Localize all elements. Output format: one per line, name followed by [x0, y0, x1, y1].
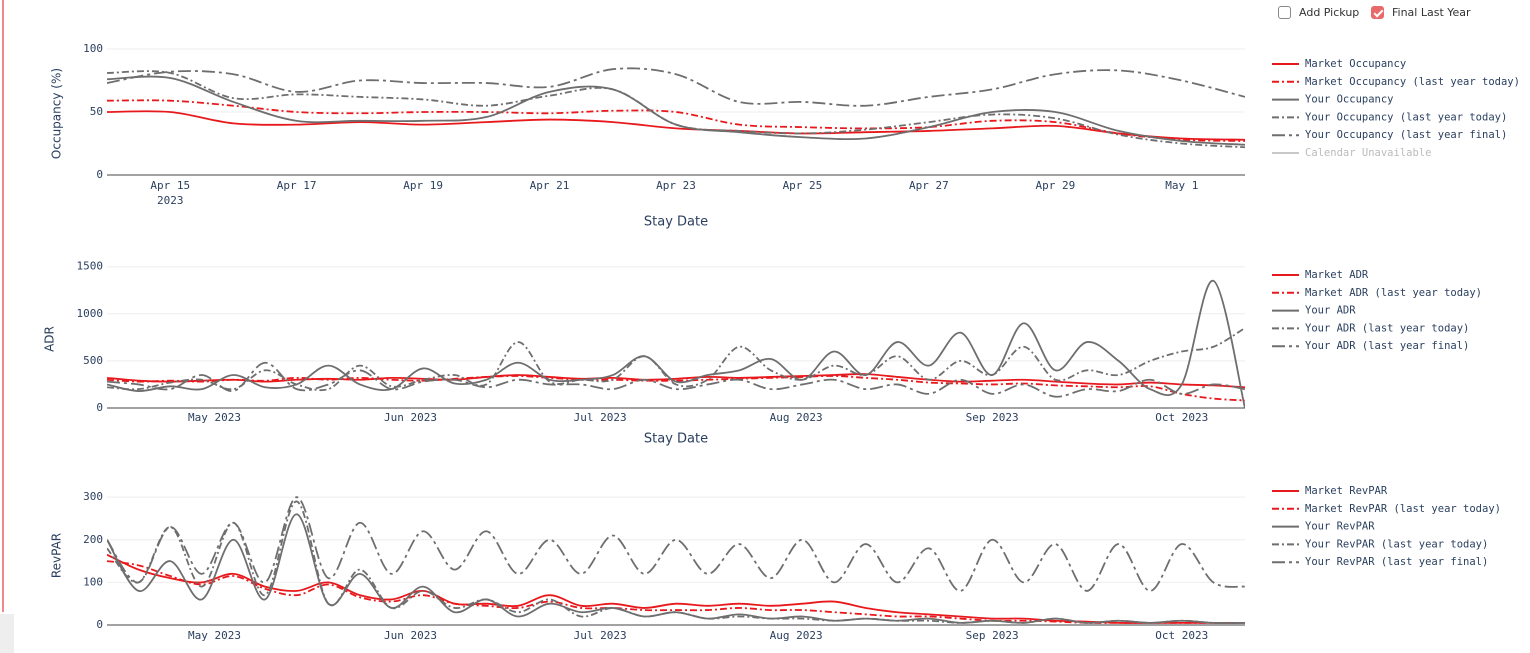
- x-tick-label: Apr 25: [783, 179, 823, 192]
- y-tick-label: 200: [83, 533, 103, 546]
- y-tick-label: 100: [83, 575, 103, 588]
- checkbox-control[interactable]: Add Pickup: [1278, 6, 1359, 19]
- x-tick-label: May 2023: [188, 629, 241, 642]
- legend-label: Calendar Unavailable: [1305, 147, 1431, 159]
- x-tick-label: Oct 2023: [1155, 411, 1208, 424]
- x-axis-title: Stay Date: [644, 215, 708, 230]
- x-tick-label: Apr 27: [909, 179, 949, 192]
- y-axis-title: ADR: [43, 326, 57, 352]
- legend-label: Market ADR (last year today): [1305, 287, 1482, 299]
- x-tick-label: Apr 15: [150, 179, 190, 192]
- legend-label: Your ADR (last year today): [1305, 322, 1469, 334]
- x-tick-label: Aug 2023: [770, 629, 823, 642]
- x-tick-sublabel: 2023: [157, 194, 184, 207]
- series-line: [107, 327, 1245, 392]
- series-line: [107, 375, 1245, 402]
- y-tick-label: 0: [96, 168, 103, 181]
- legend-label: Your Occupancy (last year final): [1305, 129, 1507, 141]
- series-line: [107, 361, 1245, 398]
- series-line: [107, 99, 1245, 142]
- series-line: [107, 110, 1245, 141]
- x-tick-label: Jul 2023: [574, 629, 627, 642]
- legend-label: Your RevPAR (last year today): [1305, 538, 1488, 550]
- legend-label: Market Occupancy (last year today): [1305, 76, 1520, 88]
- series-line: [107, 496, 1245, 592]
- y-tick-label: 0: [96, 618, 103, 631]
- checkbox-label[interactable]: Add Pickup: [1299, 6, 1360, 19]
- series-line: [107, 67, 1245, 107]
- legend-label: Your Occupancy: [1305, 94, 1394, 106]
- legend-label: Market Occupancy: [1305, 58, 1406, 70]
- x-tick-label: Apr 23: [656, 179, 696, 192]
- legend-label: Your Occupancy (last year today): [1305, 111, 1507, 123]
- y-tick-label: 1000: [77, 307, 104, 320]
- x-tick-label: Apr 19: [403, 179, 443, 192]
- x-tick-label: Apr 21: [530, 179, 570, 192]
- checkbox[interactable]: [1371, 6, 1384, 19]
- x-axis-title: Stay Date: [644, 432, 708, 447]
- x-tick-label: Apr 17: [277, 179, 317, 192]
- legend-label: Market RevPAR: [1305, 485, 1388, 497]
- x-tick-label: Apr 29: [1035, 179, 1075, 192]
- legend-label: Your RevPAR (last year final): [1305, 556, 1488, 568]
- y-tick-label: 300: [83, 490, 103, 503]
- series-line: [107, 373, 1245, 389]
- x-tick-label: Jun 2023: [384, 629, 437, 642]
- legend-label: Market RevPAR (last year today): [1305, 503, 1501, 515]
- series-line: [107, 513, 1245, 624]
- x-tick-label: May 1: [1165, 179, 1198, 192]
- series-line: [107, 279, 1245, 408]
- legend-label: Market ADR: [1305, 269, 1369, 281]
- corner-block: [0, 614, 14, 653]
- legend-label: Your ADR (last year final): [1305, 340, 1469, 352]
- x-tick-label: May 2023: [188, 411, 241, 424]
- y-tick-label: 0: [96, 401, 103, 414]
- legend-label: Your ADR: [1305, 305, 1356, 317]
- series-line: [107, 500, 1245, 624]
- y-axis-title: RevPAR: [50, 533, 64, 578]
- checkbox[interactable]: [1278, 6, 1291, 19]
- plot-lines: [107, 67, 1245, 149]
- x-tick-label: Sep 2023: [966, 629, 1019, 642]
- series-line: [107, 560, 1245, 624]
- y-tick-label: 50: [90, 105, 103, 118]
- x-tick-label: Jun 2023: [384, 411, 437, 424]
- legend-label: Your RevPAR: [1305, 521, 1375, 533]
- x-tick-label: Sep 2023: [966, 411, 1019, 424]
- x-tick-label: Aug 2023: [770, 411, 823, 424]
- y-tick-label: 500: [83, 354, 103, 367]
- y-tick-label: 1500: [77, 260, 104, 273]
- series-line: [107, 70, 1245, 149]
- y-axis-title: Occupancy (%): [50, 68, 64, 159]
- plot-lines: [107, 496, 1245, 624]
- x-tick-label: Jul 2023: [574, 411, 627, 424]
- checkbox-control[interactable]: Final Last Year: [1371, 6, 1471, 19]
- x-tick-label: Oct 2023: [1155, 629, 1208, 642]
- plot-lines: [107, 279, 1245, 408]
- y-tick-label: 100: [83, 42, 103, 55]
- checkbox-label[interactable]: Final Last Year: [1392, 6, 1471, 19]
